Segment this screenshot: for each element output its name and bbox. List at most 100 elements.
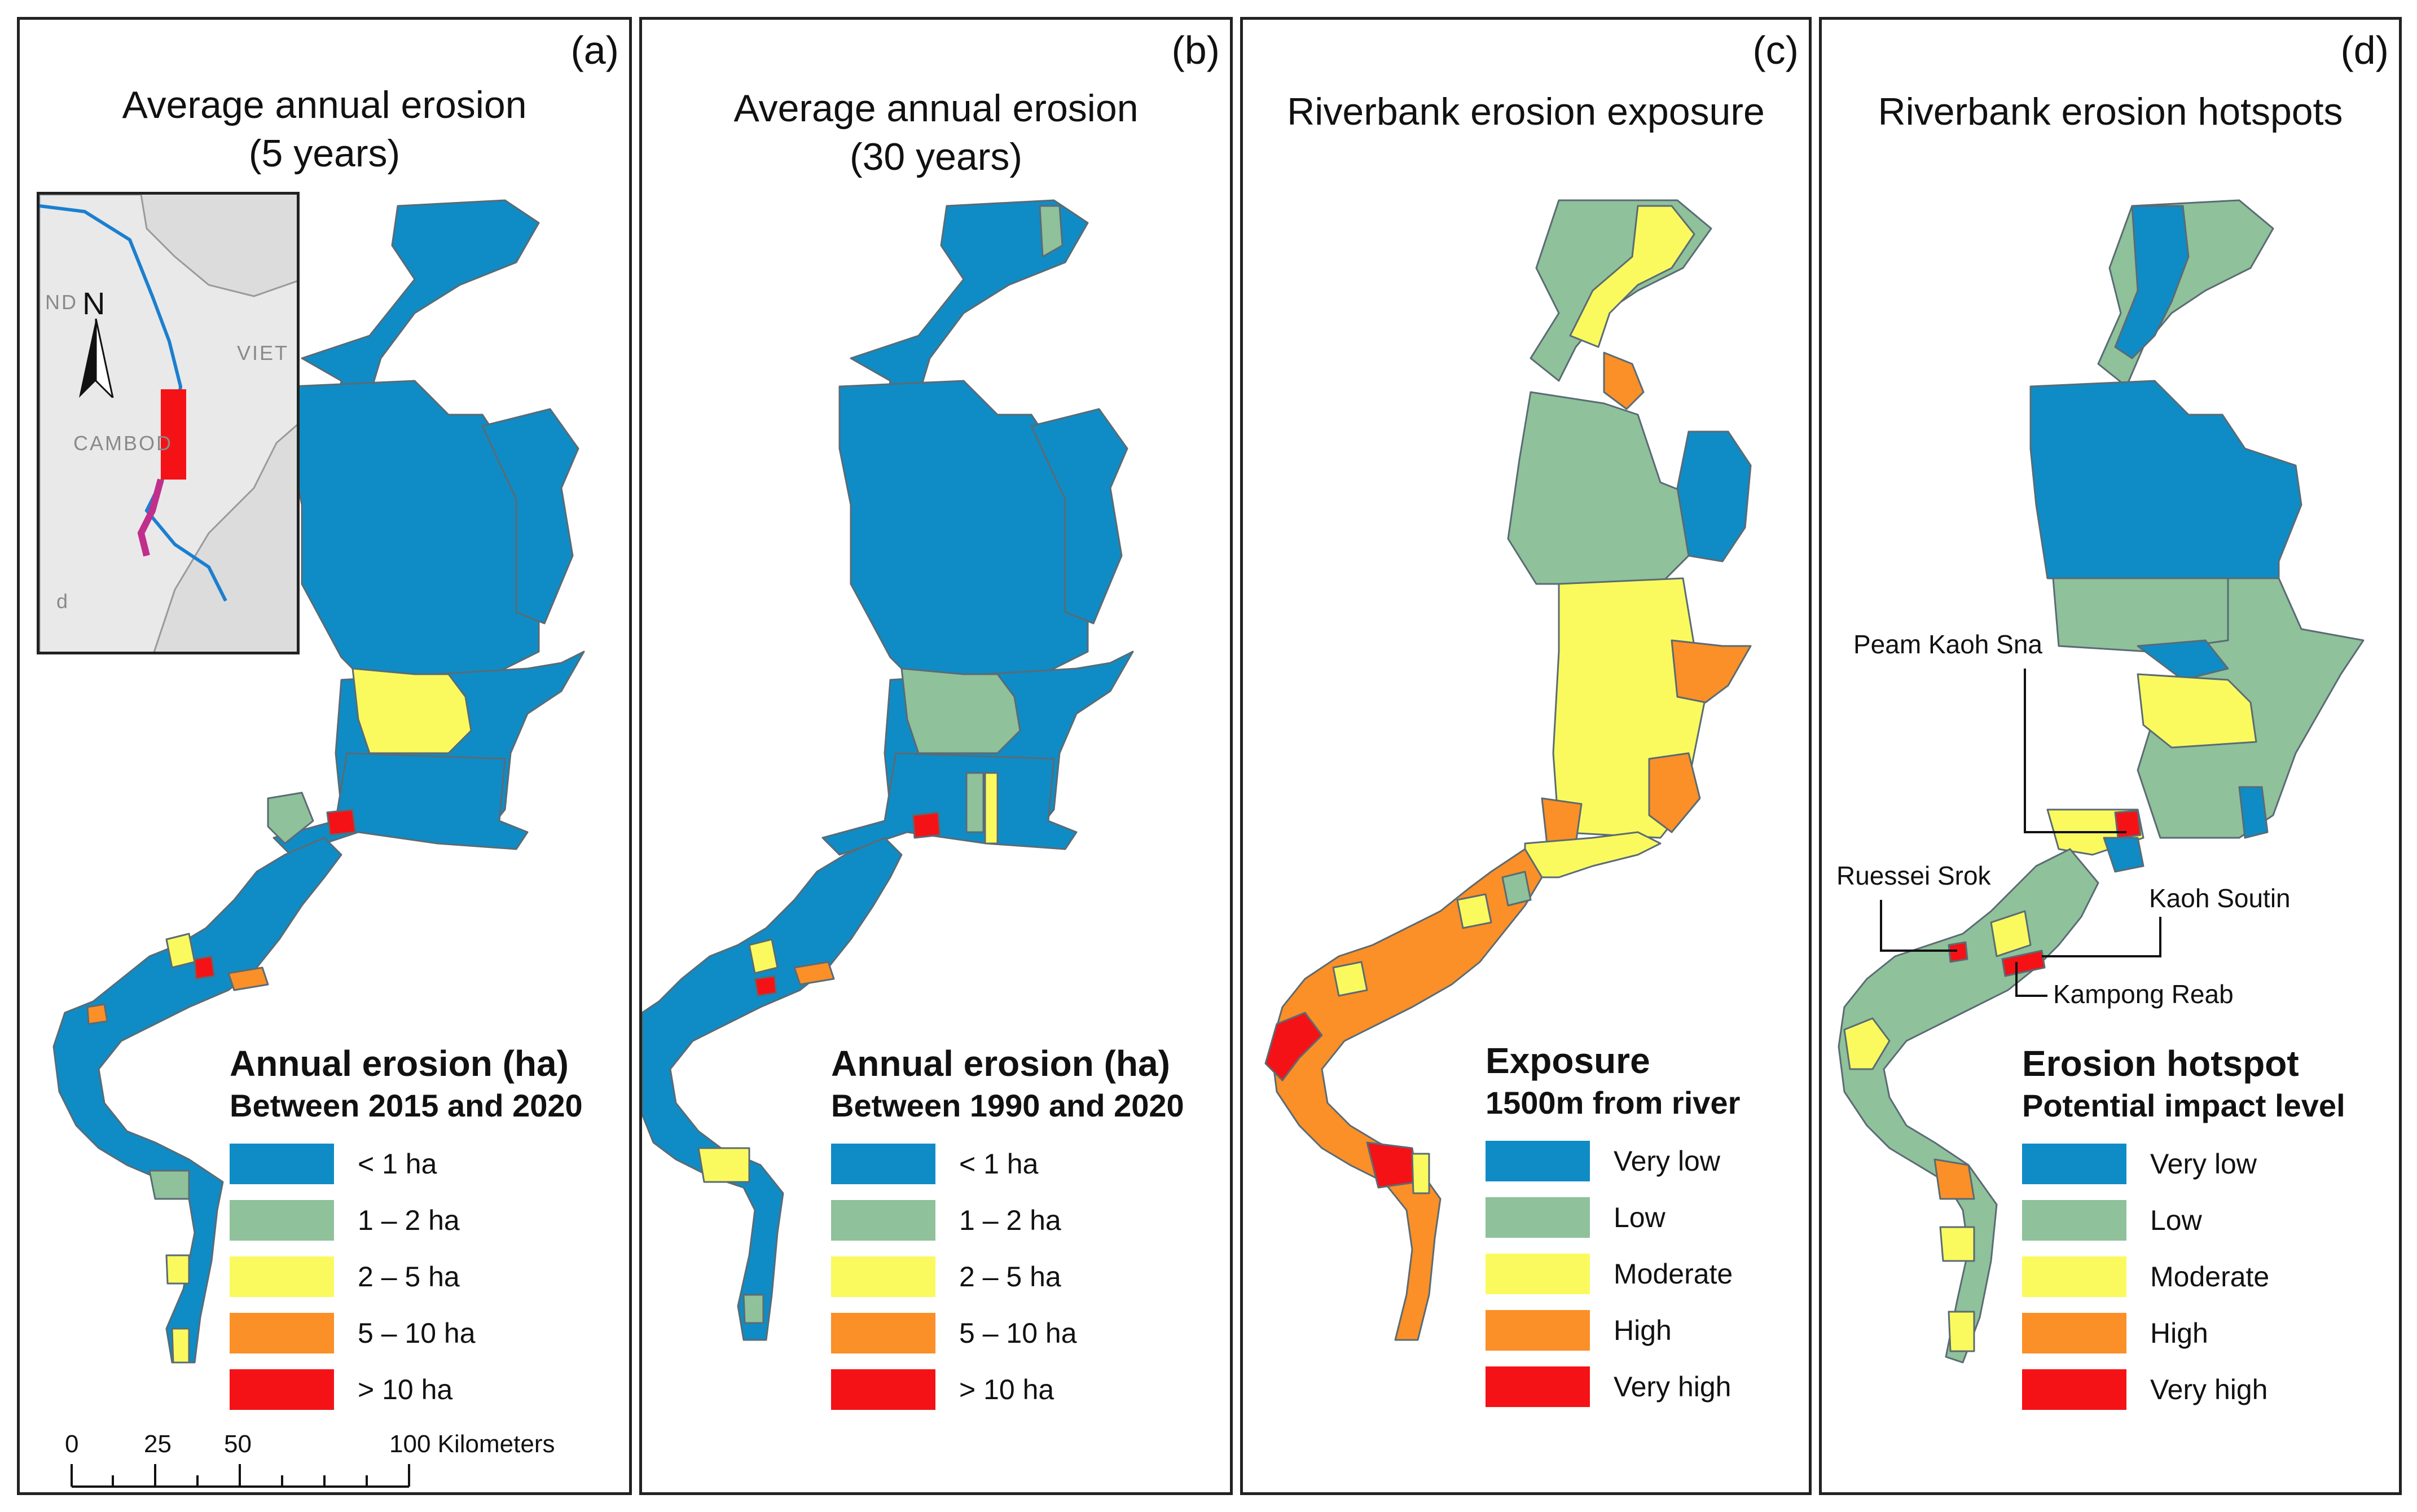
map-region-very-high-west [1264,1012,1323,1082]
map-region-low-north [1039,205,1064,258]
legend-title: Erosion hotspot [2022,1043,2299,1084]
map-region-mod-south [1411,1153,1430,1194]
panel-d: (d) Riverbank erosion hotspots [1819,17,2402,1495]
panel-label: (d) [2340,28,2389,72]
legend-title: Annual erosion (ha) [230,1043,569,1084]
map-region-upper-east [1030,408,1128,625]
legend-label: High [2150,1317,2208,1349]
legend-label: < 1 ha [959,1148,1039,1180]
callout-peam-kaoh-sna: Peam Kaoh Sna [1853,630,2043,659]
map-region-moderate [351,667,472,754]
legend-item: 2 – 5 ha [831,1249,1184,1305]
map-region-moderate-south [165,1254,190,1285]
legend-item: < 1 ha [230,1136,583,1192]
legend-swatch [831,1200,935,1241]
map-region-vl-mid [2137,639,2229,681]
map-region-hotspot [326,808,357,836]
legend-swatch [1486,1254,1590,1294]
legend-label: Very high [2150,1374,2268,1405]
legend-swatch [831,1369,935,1410]
map-region-mod-channel-2 [1332,961,1368,997]
legend-item: < 1 ha [831,1136,1184,1192]
legend-swatch [230,1200,334,1241]
inset-label-laos: ND [45,291,78,314]
legend-swatch [230,1144,334,1184]
callout-leader-kaoh-soutin [2042,917,2161,957]
legend-item: Low [2022,1192,2345,1249]
map-region-very-high-south [1366,1141,1419,1189]
map-region-hotspot-lower [754,975,777,997]
scale-tick-label: 100 Kilometers [389,1430,555,1458]
legend-label: 1 – 2 ha [959,1205,1061,1236]
inset-label-cambodia: CAMBOD [73,432,173,455]
map-region-high-north [1603,351,1645,410]
map-region-low-middle [900,667,1021,754]
map-region-north [301,199,540,416]
map-region-vl-east [2238,786,2269,839]
legend-item: Very low [2022,1136,2345,1192]
legend-label: 5 – 10 ha [358,1317,476,1349]
callout-kampong-reab: Kampong Reab [2053,979,2234,1009]
legend-item: High [1486,1302,1740,1359]
map-region-hotspot-ruessei-srok [1948,941,1968,963]
legend: Exposure 1500m from river Very low Low M… [1486,1038,1740,1415]
callout-leader-peam-kaoh-sna [2024,669,2126,833]
legend-swatch [831,1256,935,1297]
legend-item: Very low [1486,1133,1740,1189]
legend-label: 2 – 5 ha [959,1261,1061,1293]
map-region-high [793,961,835,986]
legend-swatch [1486,1310,1590,1351]
legend-item: 5 – 10 ha [831,1305,1184,1361]
legend-item: 5 – 10 ha [230,1305,583,1361]
legend-subtitle: Potential impact level [2022,1088,2345,1123]
map-region-upper [2029,380,2302,582]
map-region-upper [1507,391,1690,585]
map-region-mod-west [1843,1017,1891,1070]
map-region-moderate [2137,673,2257,749]
map-region-lower [821,752,1078,856]
legend-item: > 10 ha [230,1361,583,1418]
legend-swatch [230,1369,334,1410]
legend: Annual erosion (ha) Between 2015 and 202… [230,1041,583,1418]
legend-swatch [831,1144,935,1184]
legend-label: Very low [2150,1148,2257,1180]
legend-item: Very high [2022,1361,2345,1418]
panel-b: (b) Average annual erosion (30 years) An… [639,17,1233,1495]
map-region-mod-south [1939,1226,1975,1262]
panel-title-line-1: Riverbank erosion hotspots [1878,90,2343,133]
map-region-upper-west [289,380,562,692]
legend-item: Low [1486,1189,1740,1246]
legend-label: Moderate [1614,1258,1733,1290]
map-region-moderate-lower [748,938,779,974]
legend-label: Moderate [2150,1261,2270,1293]
map-region-high [227,966,269,991]
panel-title-line-2: (5 years) [248,132,401,175]
map-region-high-south [1933,1158,1975,1200]
map-region-low-bar [965,772,985,833]
map-region-moderate-bar [984,772,999,845]
legend-swatch [2022,1313,2126,1353]
legend-subtitle: Between 1990 and 2020 [831,1088,1184,1123]
legend-title: Annual erosion (ha) [831,1043,1170,1084]
legend-swatch [2022,1369,2126,1410]
legend-label: Very low [1614,1145,1720,1177]
panel-title-line-2: (30 years) [849,135,1023,178]
map-region-mod-tip [1948,1311,1975,1352]
map-region-low-bend [267,792,314,845]
legend-swatch [230,1313,334,1353]
legend-label: Low [1614,1202,1665,1233]
map-region-mod-channel [1990,910,2032,957]
legend-label: 1 – 2 ha [358,1205,460,1236]
legend-swatch [831,1313,935,1353]
callout-ruessei-srok: Ruessei Srok [1836,861,1991,890]
erosion-map [52,199,585,1364]
legend-label: 5 – 10 ha [959,1317,1077,1349]
map-region-mod-channel-1 [1456,893,1492,929]
erosion-map [642,199,1134,1341]
panel-label: (b) [1171,28,1220,72]
inset-label-vietnam: VIET [237,341,289,364]
map-region-upper-east [481,408,579,625]
legend-item: Moderate [2022,1249,2345,1305]
map-region-hotspot [912,811,941,839]
scale-tick-label: 0 [65,1430,79,1458]
